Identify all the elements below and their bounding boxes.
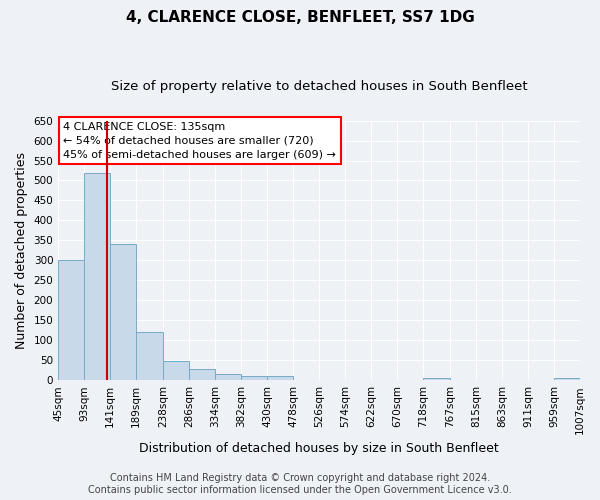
Bar [215, 374, 241, 380]
Text: Contains HM Land Registry data © Crown copyright and database right 2024.
Contai: Contains HM Land Registry data © Crown c… [88, 474, 512, 495]
Bar [554, 378, 580, 380]
Bar [58, 260, 84, 380]
Title: Size of property relative to detached houses in South Benfleet: Size of property relative to detached ho… [111, 80, 527, 93]
Bar [136, 332, 163, 380]
Bar [423, 378, 450, 380]
Bar [163, 361, 189, 380]
Y-axis label: Number of detached properties: Number of detached properties [15, 152, 28, 349]
Bar [189, 369, 215, 380]
X-axis label: Distribution of detached houses by size in South Benfleet: Distribution of detached houses by size … [139, 442, 499, 455]
Bar [110, 244, 136, 380]
Bar [267, 376, 293, 380]
Bar [241, 376, 267, 380]
Bar [84, 172, 110, 380]
Text: 4 CLARENCE CLOSE: 135sqm
← 54% of detached houses are smaller (720)
45% of semi-: 4 CLARENCE CLOSE: 135sqm ← 54% of detach… [64, 122, 336, 160]
Text: 4, CLARENCE CLOSE, BENFLEET, SS7 1DG: 4, CLARENCE CLOSE, BENFLEET, SS7 1DG [125, 10, 475, 25]
